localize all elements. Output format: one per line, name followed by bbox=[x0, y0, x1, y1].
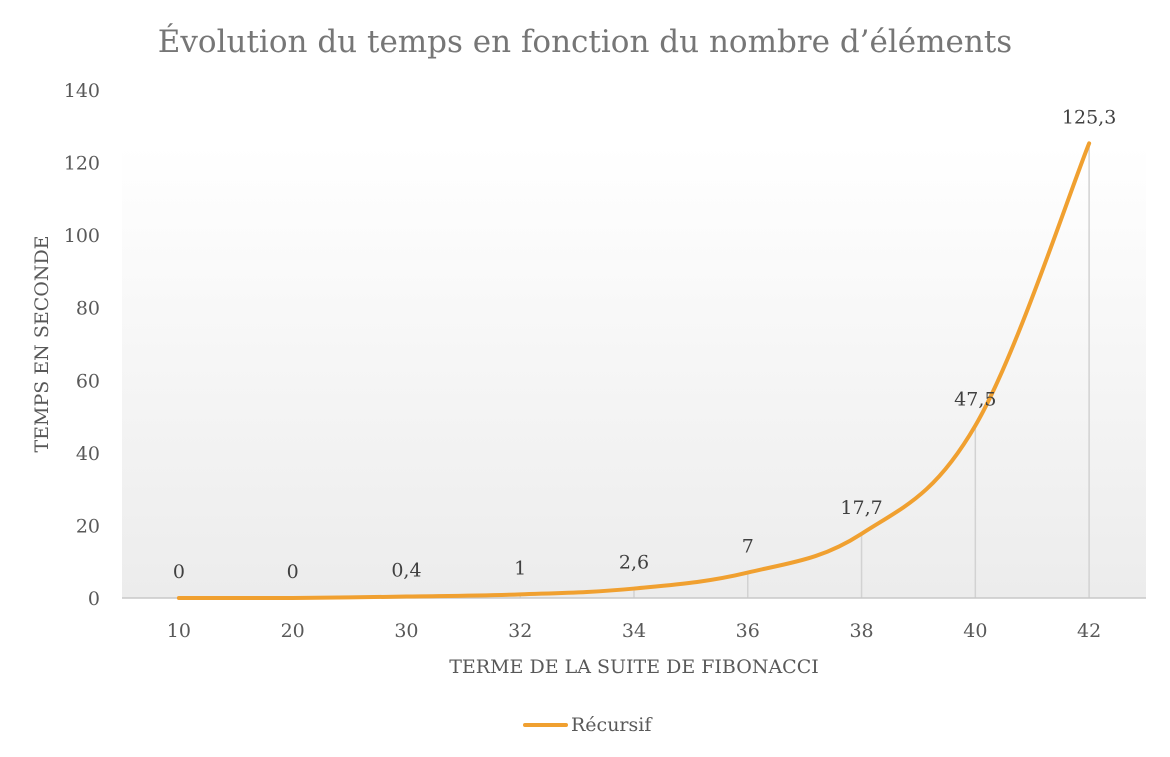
y-axis-ticks: 0 20 40 60 80 100 120 140 bbox=[64, 80, 100, 610]
x-tick-label: 20 bbox=[281, 620, 305, 642]
x-tick-label: 42 bbox=[1077, 620, 1101, 642]
x-tick-label: 32 bbox=[508, 620, 532, 642]
data-label: 125,3 bbox=[1062, 106, 1116, 128]
y-tick-label: 40 bbox=[76, 443, 100, 465]
legend: Récursif bbox=[523, 714, 653, 736]
y-tick-label: 140 bbox=[64, 80, 100, 102]
legend-label-recursif: Récursif bbox=[571, 714, 653, 736]
y-tick-label: 120 bbox=[64, 153, 100, 175]
chart-title: Évolution du temps en fonction du nombre… bbox=[158, 22, 1012, 60]
x-axis-ticks: 10 20 30 32 34 36 38 40 42 bbox=[167, 620, 1101, 642]
y-tick-label: 0 bbox=[88, 588, 100, 610]
x-tick-label: 36 bbox=[736, 620, 760, 642]
x-tick-label: 40 bbox=[963, 620, 987, 642]
y-tick-label: 60 bbox=[76, 370, 100, 392]
data-label: 17,7 bbox=[840, 497, 882, 519]
data-label: 0,4 bbox=[391, 560, 421, 582]
data-label: 0 bbox=[287, 561, 299, 583]
plot-area-background bbox=[122, 145, 1146, 598]
x-tick-label: 30 bbox=[394, 620, 418, 642]
y-tick-label: 80 bbox=[76, 298, 100, 320]
x-tick-label: 38 bbox=[849, 620, 873, 642]
data-label: 7 bbox=[742, 536, 754, 558]
data-label: 47,5 bbox=[954, 389, 996, 411]
x-tick-label: 10 bbox=[167, 620, 191, 642]
data-labels: 0 0 0,4 1 2,6 7 17,7 47,5 125,3 bbox=[173, 106, 1116, 583]
data-label: 1 bbox=[514, 557, 526, 579]
x-axis-title: TERME DE LA SUITE DE FIBONACCI bbox=[449, 656, 819, 678]
y-tick-label: 20 bbox=[76, 515, 100, 537]
y-axis-title: TEMPS EN SECONDE bbox=[31, 235, 53, 452]
x-tick-label: 34 bbox=[622, 620, 646, 642]
data-label: 0 bbox=[173, 561, 185, 583]
y-tick-label: 100 bbox=[64, 225, 100, 247]
data-label: 2,6 bbox=[619, 552, 649, 574]
series-line-recursif bbox=[176, 141, 1092, 601]
drop-lines bbox=[405, 143, 1090, 598]
